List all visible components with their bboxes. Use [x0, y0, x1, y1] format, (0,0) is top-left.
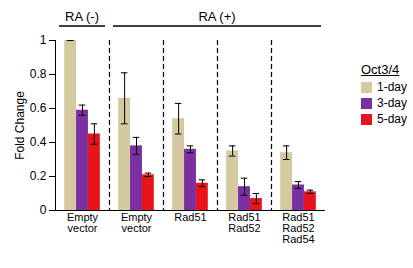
- svg-text:RA (-): RA (-): [65, 9, 99, 24]
- svg-text:Rad51Rad52: Rad51Rad52: [228, 211, 260, 234]
- html-text:1-day: 1-day: [377, 80, 407, 94]
- svg-text:Emptyvector: Emptyvector: [67, 211, 99, 234]
- svg-text:0.4: 0.4: [30, 135, 47, 149]
- html-text:3-day: 3-day: [377, 96, 407, 110]
- svg-text:0.2: 0.2: [30, 169, 47, 183]
- svg-text:RA (+): RA (+): [198, 9, 235, 24]
- svg-text:0.8: 0.8: [30, 67, 47, 81]
- svg-text:Fold Change: Fold Change: [13, 91, 27, 160]
- svg-text:0.6: 0.6: [30, 101, 47, 115]
- svg-text:Emptyvector: Emptyvector: [121, 211, 153, 234]
- svg-text:Rad51: Rad51: [174, 211, 206, 223]
- svg-text:Rad51Rad52Rad54: Rad51Rad52Rad54: [282, 211, 314, 245]
- svg-text:1: 1: [40, 33, 47, 47]
- html-text:Oct3/4: Oct3/4: [361, 62, 400, 77]
- svg-text:0: 0: [40, 203, 47, 217]
- html-text:5-day: 5-day: [377, 112, 407, 126]
